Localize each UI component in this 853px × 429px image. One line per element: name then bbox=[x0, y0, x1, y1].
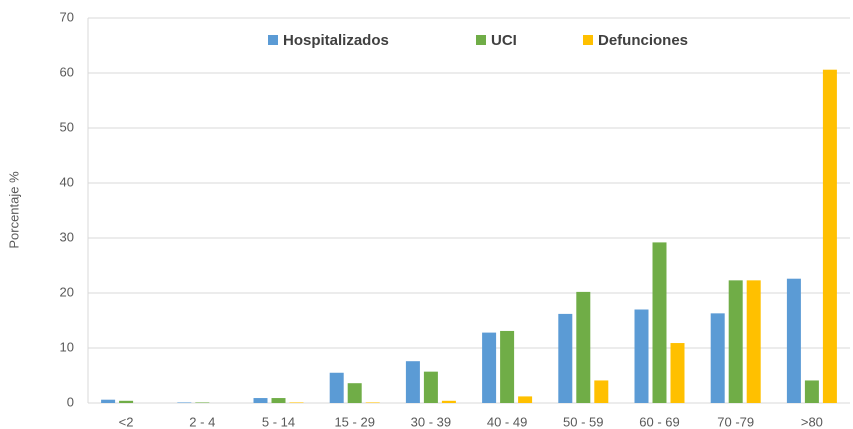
bar bbox=[558, 313, 573, 403]
bar bbox=[119, 400, 134, 403]
bar bbox=[329, 372, 344, 403]
bar bbox=[576, 291, 591, 403]
y-tick-label: 50 bbox=[60, 119, 74, 134]
y-tick-label: 0 bbox=[67, 394, 74, 409]
bar bbox=[289, 402, 304, 403]
bar bbox=[518, 396, 533, 403]
bar bbox=[405, 361, 420, 403]
x-tick-label: 40 - 49 bbox=[487, 414, 527, 429]
x-tick-label: <2 bbox=[119, 414, 134, 429]
legend-swatch bbox=[476, 35, 486, 45]
bar bbox=[822, 69, 837, 403]
y-tick-label: 40 bbox=[60, 174, 74, 189]
legend-swatch bbox=[268, 35, 278, 45]
bar bbox=[594, 380, 609, 403]
bar bbox=[482, 332, 497, 403]
bar bbox=[347, 383, 362, 403]
x-tick-label: 70 -79 bbox=[717, 414, 754, 429]
bar bbox=[195, 402, 210, 403]
y-tick-label: 60 bbox=[60, 64, 74, 79]
bar bbox=[804, 380, 819, 403]
bar bbox=[253, 398, 268, 403]
y-tick-label: 10 bbox=[60, 339, 74, 354]
bar bbox=[634, 309, 649, 403]
bar bbox=[423, 371, 438, 403]
bar bbox=[652, 242, 667, 403]
y-axis-label: Porcentaje % bbox=[6, 171, 21, 249]
x-tick-label: 2 - 4 bbox=[189, 414, 215, 429]
bar bbox=[786, 278, 801, 403]
bar bbox=[670, 343, 685, 403]
x-tick-label: 50 - 59 bbox=[563, 414, 603, 429]
bar bbox=[710, 313, 725, 403]
legend-swatch bbox=[583, 35, 593, 45]
x-tick-label: 30 - 39 bbox=[411, 414, 451, 429]
bar bbox=[500, 330, 515, 403]
y-tick-label: 30 bbox=[60, 229, 74, 244]
x-tick-label: 15 - 29 bbox=[334, 414, 374, 429]
legend-text: UCI bbox=[491, 32, 517, 49]
bar bbox=[728, 280, 743, 403]
bar bbox=[365, 402, 380, 403]
bar bbox=[746, 280, 761, 403]
bar bbox=[177, 402, 192, 403]
y-tick-label: 20 bbox=[60, 284, 74, 299]
x-tick-label: 5 - 14 bbox=[262, 414, 295, 429]
x-tick-label: 60 - 69 bbox=[639, 414, 679, 429]
bar bbox=[441, 400, 456, 403]
x-tick-label: >80 bbox=[801, 414, 823, 429]
bar bbox=[271, 398, 286, 403]
legend-text: Hospitalizados bbox=[283, 32, 389, 49]
y-tick-label: 70 bbox=[60, 9, 74, 24]
legend-text: Defunciones bbox=[598, 32, 688, 49]
bar bbox=[101, 399, 116, 403]
